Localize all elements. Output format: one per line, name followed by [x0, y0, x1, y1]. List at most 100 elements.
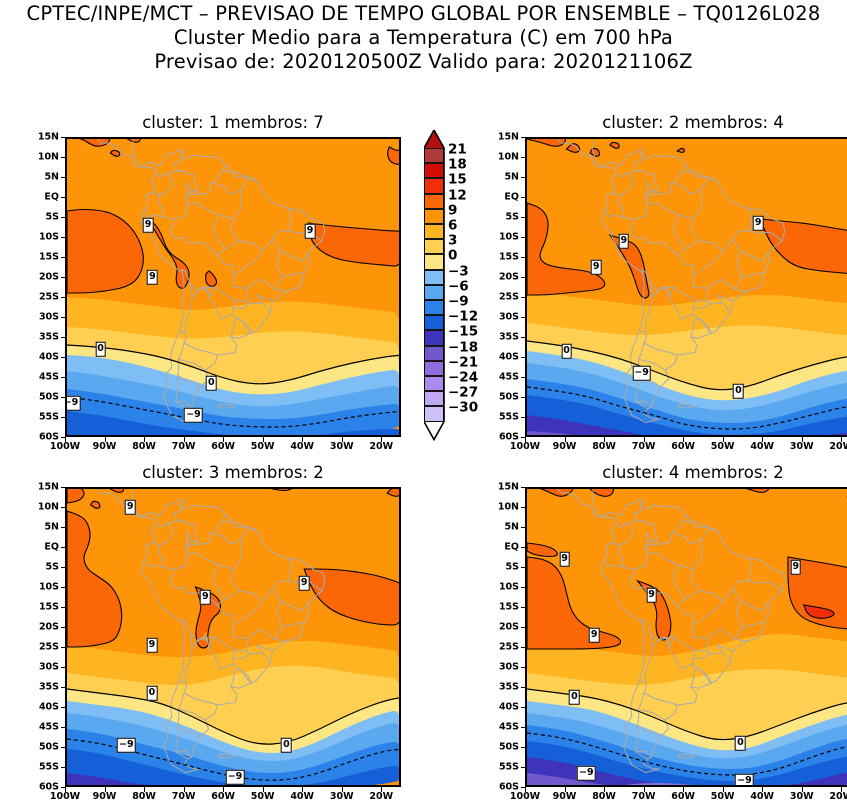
- contour-label: −9: [116, 737, 136, 753]
- colorbar-tick-label: −24: [448, 369, 479, 386]
- x-axis-tick-label: 20W: [369, 441, 394, 452]
- y-axis-tick-label: 10N: [497, 501, 519, 513]
- colorbar-bottom-arrow: [424, 421, 444, 440]
- x-axis-tick-mark: [722, 787, 724, 792]
- y-axis-tick-mark: [521, 667, 526, 668]
- contour-label: 0: [95, 341, 106, 357]
- x-axis-tick-label: 30W: [329, 791, 354, 802]
- y-axis-tick-label: 25S: [498, 641, 519, 653]
- colorbar-swatch: [424, 330, 444, 346]
- x-axis-tick-mark: [223, 787, 225, 792]
- colorbar-swatch: [424, 239, 444, 255]
- y-axis-tick-label: 10S: [498, 231, 519, 243]
- x-axis-tick-mark: [183, 787, 185, 792]
- y-axis-tick-mark: [521, 197, 526, 198]
- chart-header: CPTEC/INPE/MCT – PREVISAO DE TEMPO GLOBA…: [0, 2, 847, 73]
- y-axis-tick-mark: [61, 417, 66, 418]
- y-axis-tick-label: 15S: [498, 251, 519, 263]
- y-axis-tick-label: 15N: [37, 481, 59, 493]
- colorbar-tick-label: 9: [448, 202, 458, 219]
- colorbar-tick-label: −15: [448, 323, 479, 340]
- y-axis-tick-mark: [61, 487, 66, 488]
- panel-2-plot-area[interactable]: 9 9 9 0 −9 0: [525, 137, 847, 437]
- y-axis-tick-label: 20S: [498, 621, 519, 633]
- y-axis-tick-mark: [61, 357, 66, 358]
- contour-label: 0: [205, 375, 217, 391]
- y-axis-tick-label: 55S: [38, 761, 59, 773]
- y-axis-tick-label: 35S: [38, 331, 59, 343]
- colorbar-swatch: [424, 269, 444, 285]
- y-axis-tick-label: 5N: [44, 171, 59, 183]
- y-axis-tick-mark: [521, 317, 526, 318]
- x-axis-tick-mark: [604, 787, 606, 792]
- contour-label: 9: [146, 637, 158, 653]
- y-axis-tick-label: EQ: [504, 541, 519, 553]
- colorbar-swatch: [424, 345, 444, 361]
- y-axis-tick-mark: [61, 237, 66, 238]
- contour-label: 9: [147, 269, 158, 285]
- y-axis-tick-mark: [521, 687, 526, 688]
- y-axis-tick-mark: [61, 547, 66, 548]
- y-axis-tick-mark: [521, 417, 526, 418]
- y-axis-tick-label: 10N: [37, 501, 59, 513]
- y-axis-tick-label: 30S: [38, 311, 59, 323]
- x-axis-tick-label: 60W: [671, 441, 695, 452]
- colorbar-tick-label: −27: [448, 384, 479, 401]
- x-axis-tick-label: 30W: [789, 791, 814, 802]
- colorbar-tick-label: 12: [448, 186, 467, 203]
- y-axis-tick-mark: [521, 337, 526, 338]
- x-axis-tick-label: 100W: [49, 791, 81, 802]
- x-axis-tick-mark: [801, 787, 803, 792]
- x-axis-tick-mark: [604, 437, 606, 442]
- contour-label: 0: [561, 343, 572, 359]
- y-axis-tick-label: 45S: [498, 721, 519, 733]
- x-axis-tick-mark: [841, 437, 843, 442]
- contour-label: −9: [632, 365, 651, 381]
- y-axis-tick-label: 25S: [38, 641, 59, 653]
- y-axis-tick-mark: [61, 217, 66, 218]
- colorbar-swatch: [424, 208, 444, 224]
- y-axis-tick-mark: [61, 687, 66, 688]
- y-axis-tick-label: 15S: [38, 251, 59, 263]
- y-axis-tick-label: 15N: [497, 481, 519, 493]
- y-axis-tick-label: EQ: [44, 191, 59, 203]
- y-axis-tick-label: 30S: [498, 661, 519, 673]
- y-axis-tick-label: 25S: [38, 291, 59, 303]
- y-axis-tick-mark: [61, 747, 66, 748]
- y-axis-tick-mark: [521, 567, 526, 568]
- contour-label: 9: [752, 215, 764, 231]
- contour-label: 9: [142, 217, 154, 233]
- x-axis-tick-mark: [762, 787, 764, 792]
- y-axis-tick-label: EQ: [44, 541, 59, 553]
- y-axis-tick-mark: [61, 177, 66, 178]
- x-axis-tick-mark: [104, 787, 106, 792]
- contour-label: 9: [618, 233, 630, 249]
- x-axis-tick-mark: [564, 787, 566, 792]
- y-axis-tick-mark: [61, 507, 66, 508]
- header-line-1: CPTEC/INPE/MCT – PREVISAO DE TEMPO GLOBA…: [26, 2, 821, 25]
- y-axis-tick-label: 55S: [38, 411, 59, 423]
- panel-1-plot-area[interactable]: 9 9 9 0 0 −9 −9: [65, 137, 401, 437]
- colorbar-swatch: [424, 254, 444, 270]
- y-axis-tick-mark: [61, 317, 66, 318]
- x-axis-tick-mark: [302, 787, 304, 792]
- y-axis-tick-label: 5S: [505, 561, 519, 573]
- contour-label: 0: [569, 689, 580, 705]
- y-axis-tick-mark: [521, 607, 526, 608]
- y-axis-tick-label: 10N: [37, 151, 59, 163]
- y-axis-tick-label: 10S: [38, 581, 59, 593]
- x-axis-tick-label: 60W: [211, 441, 235, 452]
- y-axis-tick-mark: [521, 647, 526, 648]
- panel-3-plot-area[interactable]: 9 9 9 9 0 −9 0 −9: [65, 487, 401, 787]
- y-axis-tick-label: 20S: [498, 271, 519, 283]
- y-axis-tick-mark: [521, 297, 526, 298]
- y-axis-tick-mark: [61, 397, 66, 398]
- y-axis-tick-label: 40S: [38, 701, 59, 713]
- header-line-2: Cluster Medio para a Temperatura (C) em …: [173, 25, 674, 49]
- y-axis-tick-mark: [61, 587, 66, 588]
- y-axis-tick-label: 55S: [498, 761, 519, 773]
- y-axis-tick-label: 15S: [38, 601, 59, 613]
- y-axis-tick-mark: [521, 137, 526, 138]
- contour-label: 0: [146, 685, 158, 701]
- panel-4-plot-area[interactable]: 9 9 9 9 0 0 −9 −9: [525, 487, 847, 787]
